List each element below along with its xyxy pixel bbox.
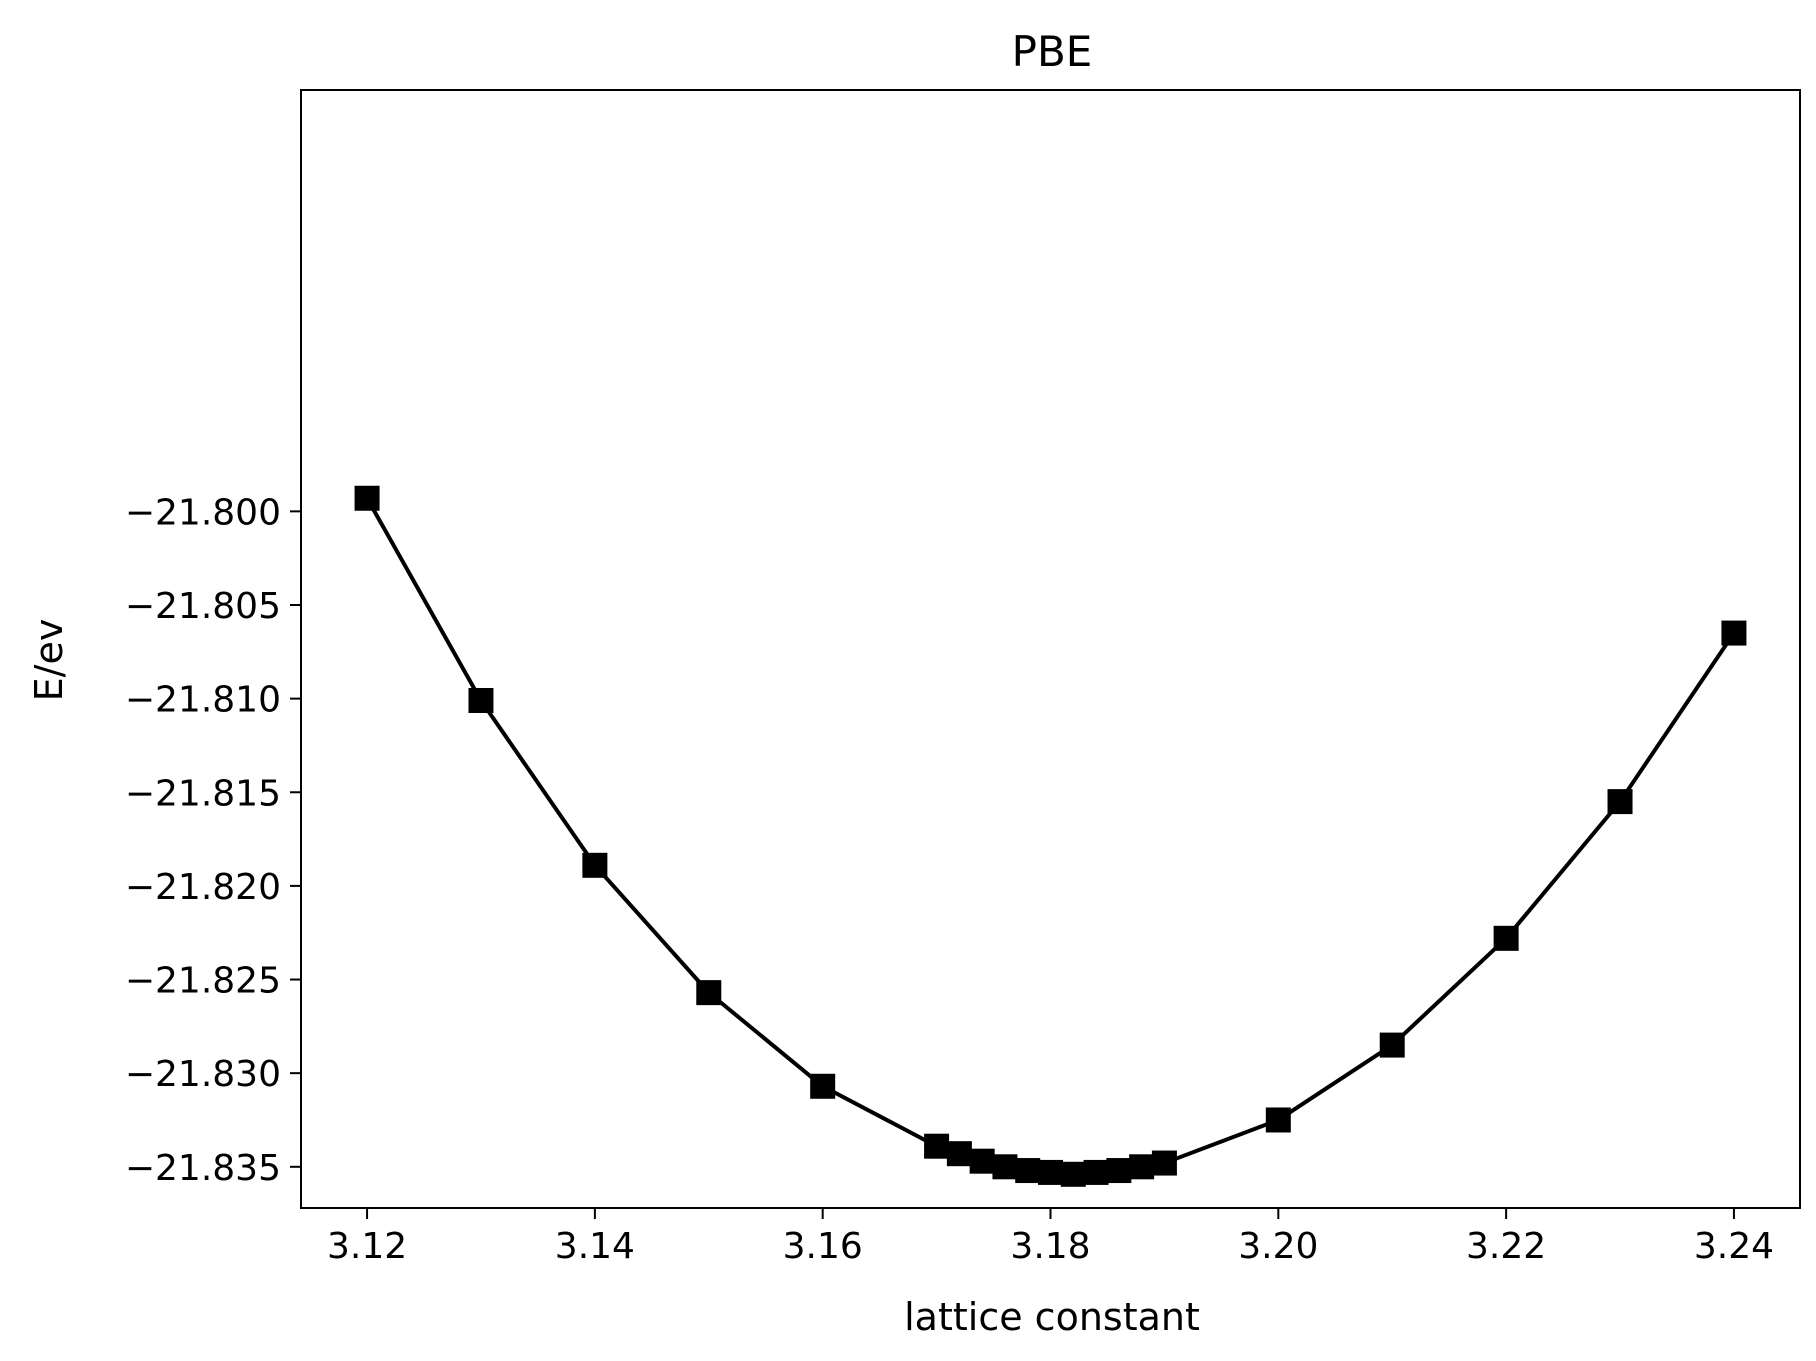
y-tick-label: −21.800 [125,492,281,533]
x-tick-label: 3.18 [1010,1226,1090,1267]
data-point-marker [354,485,380,511]
series-line [365,496,1736,1177]
data-point-marker [1015,1158,1041,1184]
data-point-marker [969,1148,995,1174]
data-point-marker [1265,1107,1291,1133]
x-tick-label: 3.16 [783,1226,863,1267]
y-axis-label: E/ev [27,619,71,702]
x-axis-label: lattice constant [904,1295,1200,1339]
data-point-marker [810,1073,836,1099]
data-point-marker [992,1154,1018,1180]
x-tick-label: 3.24 [1694,1226,1774,1267]
data-point-marker [946,1141,972,1167]
y-tick-label: −21.815 [125,773,281,814]
data-point-marker [696,980,722,1006]
y-tick-label: −21.830 [125,1054,281,1095]
y-tick-label: −21.820 [125,867,281,908]
y-tick-label: −21.835 [125,1148,281,1189]
y-tick-label: −21.810 [125,680,281,721]
data-point-marker [468,688,494,713]
x-tick-label: 3.12 [327,1226,407,1267]
x-tick-label: 3.22 [1466,1226,1546,1267]
data-point-marker [1129,1154,1155,1180]
x-axis: 3.12 3.14 3.16 3.18 3.20 3.22 3.24 [327,1208,1774,1267]
y-tick-label: −21.825 [125,961,281,1002]
data-point-marker [1721,620,1747,646]
data-point-marker [1060,1161,1086,1187]
data-point-marker [1379,1032,1405,1058]
y-tick-label: −21.805 [125,586,281,627]
data-point-marker [582,852,608,878]
x-tick-label: 3.20 [1238,1226,1318,1267]
data-point-marker [1106,1158,1132,1184]
data-point-marker [924,1133,950,1159]
chart-title: PBE [1012,27,1093,76]
y-axis: −21.800 −21.805 −21.810 −21.815 −21.820 −21.8… [125,492,301,1189]
data-point-marker [1607,789,1633,815]
x-tick-label: 3.14 [555,1226,635,1267]
data-point-marker [1038,1159,1063,1185]
data-point-marker [1083,1159,1109,1185]
plot-area [300,89,1801,1209]
data-point-marker [1151,1150,1177,1176]
axes-frame [300,89,1801,1209]
data-point-marker [1493,925,1519,951]
